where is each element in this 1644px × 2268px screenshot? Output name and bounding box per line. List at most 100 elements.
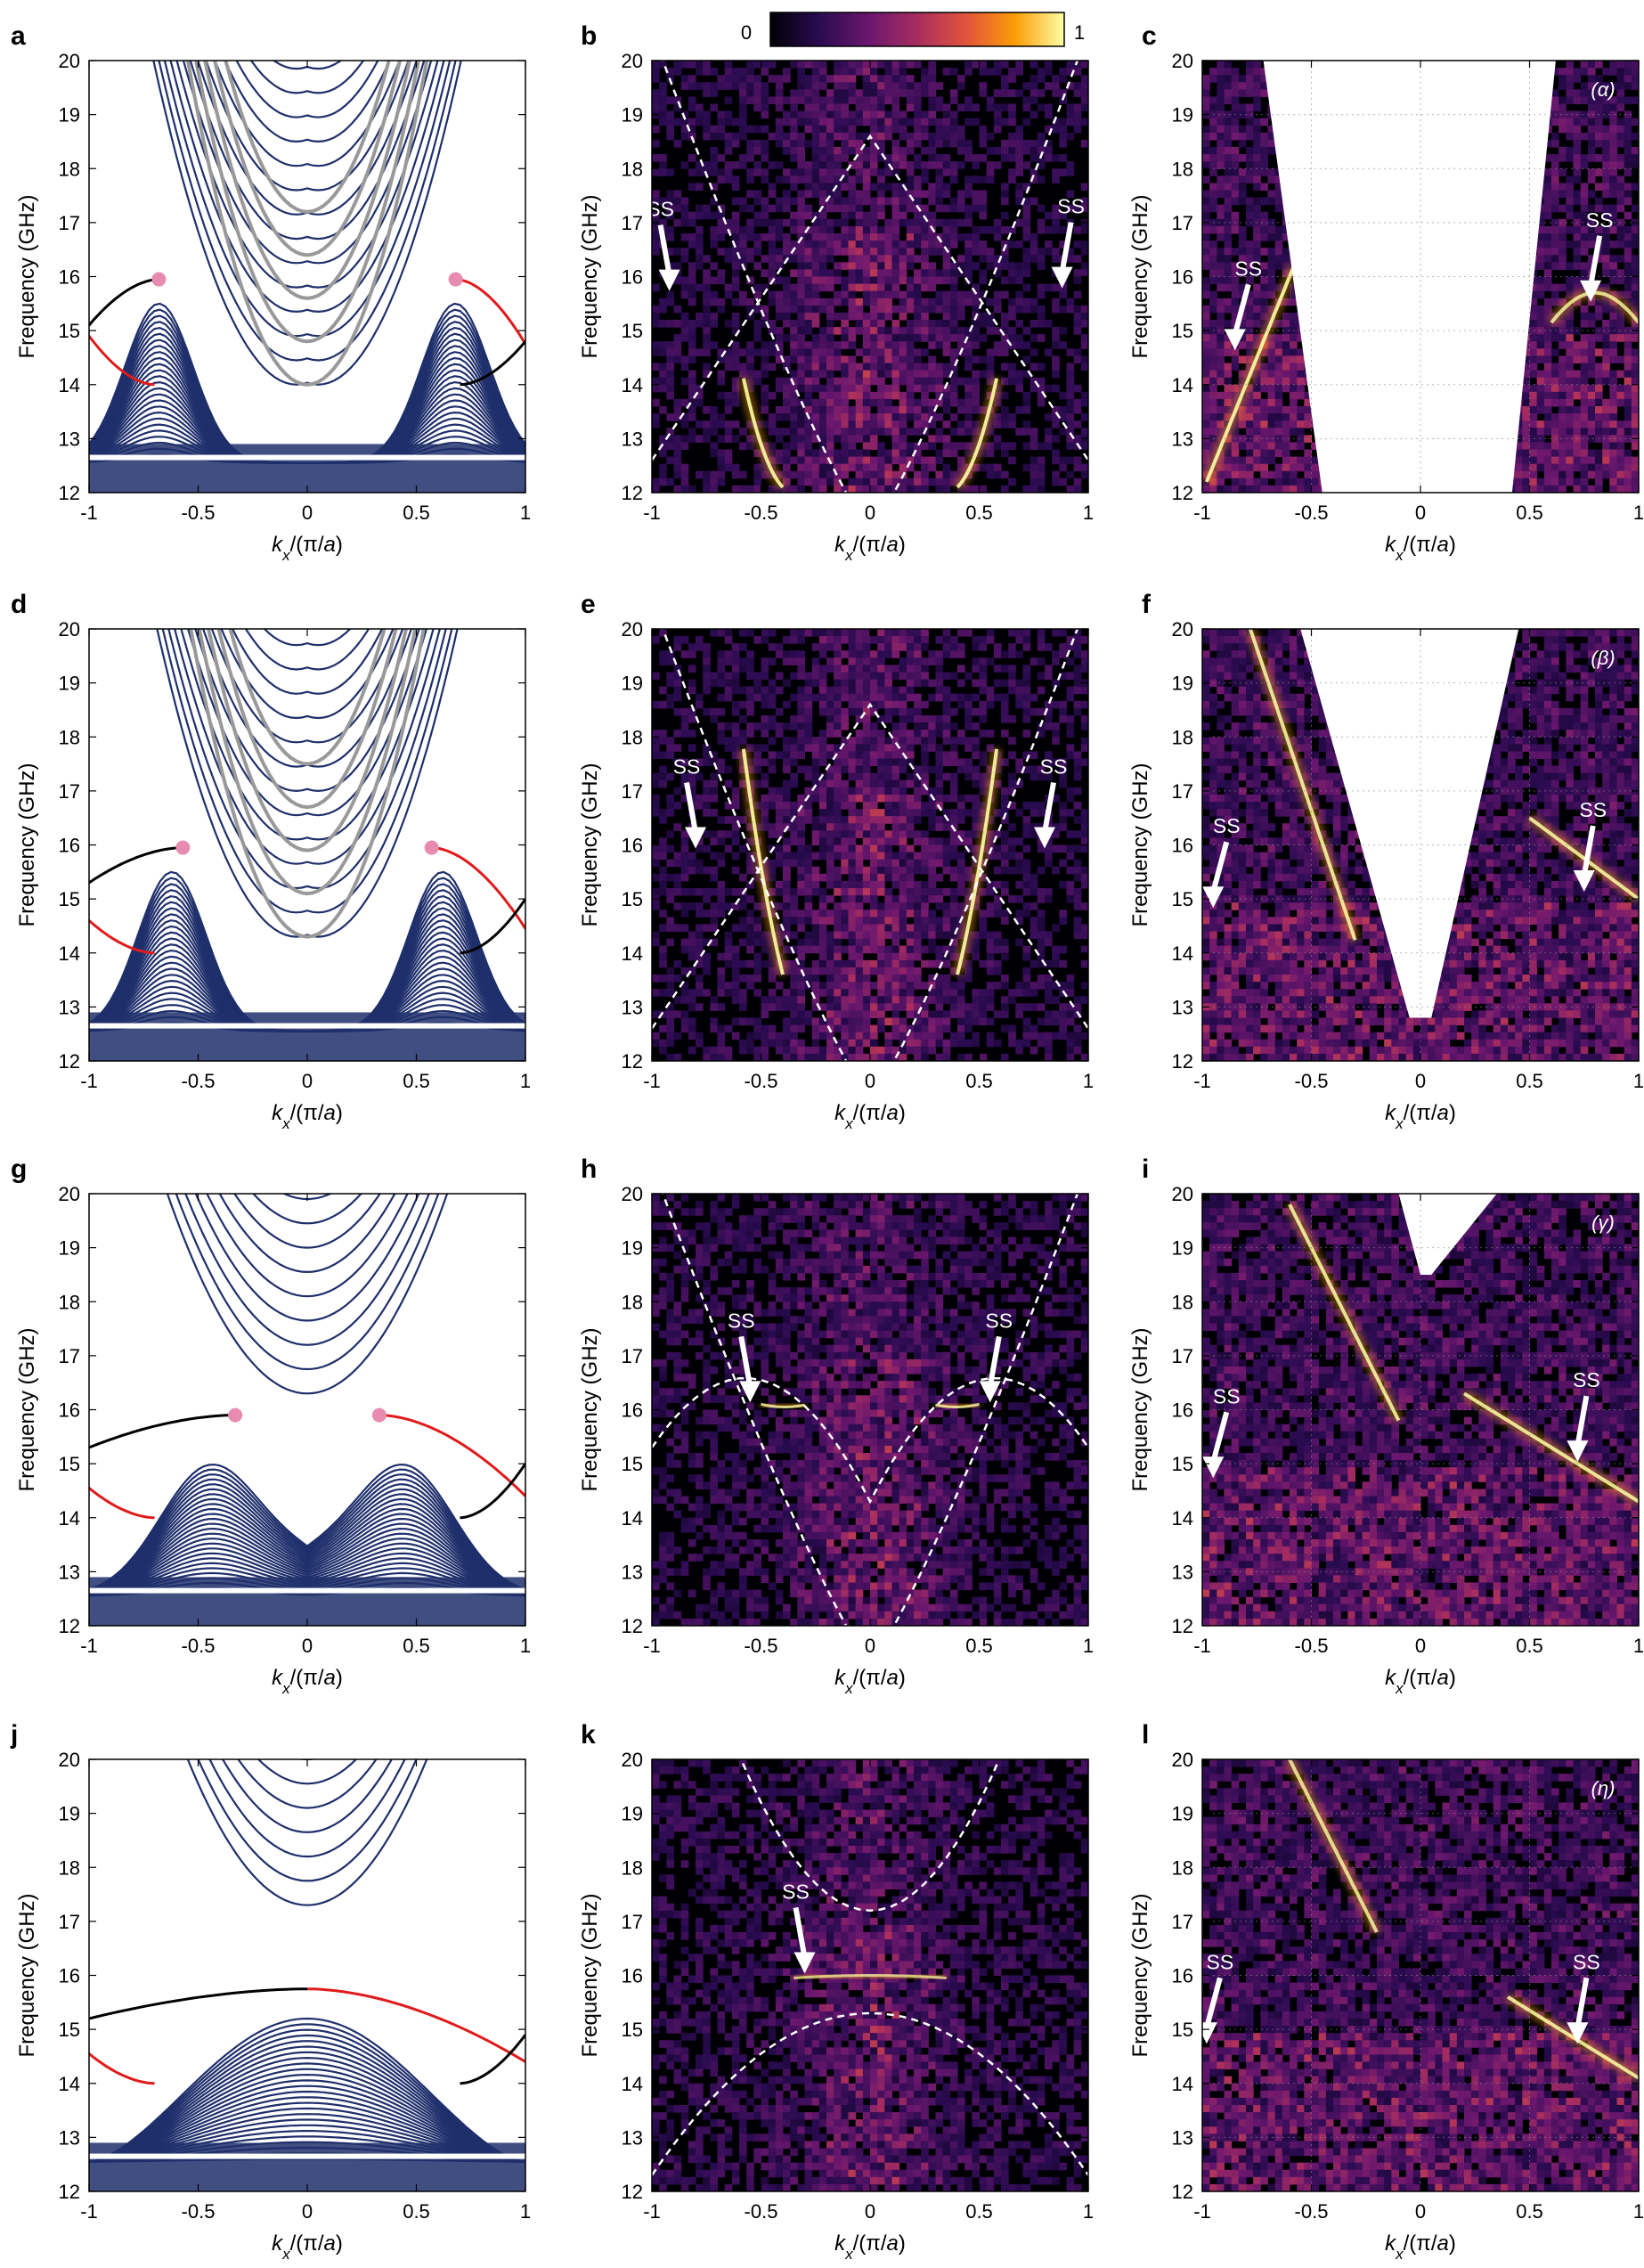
heat-cell (870, 363, 878, 371)
heat-cell (783, 384, 791, 393)
heat-cell (659, 477, 667, 486)
heat-cell (790, 147, 798, 155)
heat-cell (1001, 89, 1009, 97)
heat-cell (993, 147, 1002, 155)
heat-cell (921, 276, 929, 285)
heat-cell (928, 75, 936, 83)
heat-cell (1253, 241, 1261, 249)
heat-cell (834, 384, 842, 393)
heat-cell (928, 463, 936, 472)
heat-cell (818, 154, 827, 162)
heat-cell (1224, 391, 1233, 400)
heat-cell (928, 355, 936, 363)
heat-cell (797, 248, 805, 256)
heat-cell (1238, 320, 1247, 328)
heat-cell (1267, 435, 1276, 443)
heat-cell (834, 398, 842, 407)
heat-cell (1008, 370, 1016, 379)
heat-cell (652, 420, 660, 428)
heat-cell (826, 175, 834, 184)
heat-cell (870, 442, 878, 450)
heat-cell (877, 147, 885, 155)
heat-cell (848, 420, 857, 428)
heat-cell (1001, 377, 1009, 386)
heat-cell (906, 175, 915, 184)
heat-cell (848, 225, 857, 234)
heat-cell (1037, 312, 1046, 321)
heat-cell (1052, 327, 1060, 335)
heat-cell (1543, 384, 1552, 393)
heat-cell (906, 348, 915, 356)
heat-cell (921, 485, 929, 493)
heat-cell (1217, 255, 1225, 263)
heat-cell (957, 82, 965, 90)
heat-cell (964, 290, 973, 299)
heat-cell (1536, 449, 1545, 458)
heat-cell (964, 391, 973, 400)
heat-cell (753, 370, 761, 379)
heat-cell (826, 398, 834, 407)
heat-cell (783, 139, 791, 148)
heat-cell (783, 96, 791, 104)
heat-cell (906, 183, 915, 191)
heat-cell (1536, 283, 1545, 292)
heat-cell (753, 161, 761, 169)
heat-cell (753, 168, 761, 176)
heat-cell (1522, 370, 1530, 379)
heat-cell (1522, 363, 1530, 371)
heat-cell (1274, 233, 1283, 241)
heat-cell (935, 428, 944, 436)
heat-cell (804, 211, 813, 220)
heat-cell (731, 276, 740, 285)
heat-cell (1297, 406, 1305, 414)
y-tick-label: 16 (59, 266, 80, 289)
heat-cell (1246, 348, 1254, 356)
bright-band (741, 378, 785, 489)
heat-cell (964, 147, 973, 155)
heat-cell (696, 470, 704, 479)
heat-cell (659, 96, 667, 104)
heat-cell (891, 320, 900, 328)
heat-cell (1066, 413, 1075, 421)
heat-cell (993, 348, 1002, 356)
heat-cell (659, 320, 667, 328)
heat-cell (1260, 406, 1268, 414)
heat-cell (1217, 485, 1225, 493)
heat-cell (1238, 334, 1247, 342)
heat-cell (928, 420, 936, 428)
heat-cell (673, 204, 682, 213)
heat-cell (1015, 341, 1023, 349)
heat-cell (1001, 348, 1009, 356)
heat-cell (1522, 413, 1530, 421)
heat-cell (1030, 89, 1038, 97)
heat-cell (928, 96, 936, 104)
heat-cell (717, 82, 726, 90)
heat-cell (731, 435, 740, 443)
heat-cell (746, 225, 754, 234)
heat-cell (703, 341, 711, 349)
heat-cell (1202, 262, 1210, 270)
heat-cell (1080, 391, 1088, 400)
heat-cell (790, 154, 798, 162)
heat-cell (1209, 255, 1217, 263)
heat-cell (928, 269, 936, 277)
heat-cell (1059, 89, 1067, 97)
heat-cell (790, 305, 798, 314)
heat-cell (979, 248, 988, 256)
heat-cell (1231, 175, 1240, 184)
heat-cell (928, 262, 936, 270)
heat-cell (696, 61, 704, 69)
heat-cell (811, 82, 820, 90)
heat-cell (811, 183, 820, 191)
heat-cell (848, 442, 857, 450)
heat-cell (1224, 168, 1233, 176)
heat-cell (899, 305, 907, 314)
heat-cell (906, 168, 915, 176)
heat-cell (1267, 125, 1276, 134)
heat-cell (1008, 118, 1016, 126)
heat-cell (942, 463, 951, 472)
heat-cell (1217, 68, 1225, 76)
heat-cell (790, 110, 798, 119)
heat-cell (746, 363, 754, 371)
heat-cell (1231, 197, 1240, 206)
